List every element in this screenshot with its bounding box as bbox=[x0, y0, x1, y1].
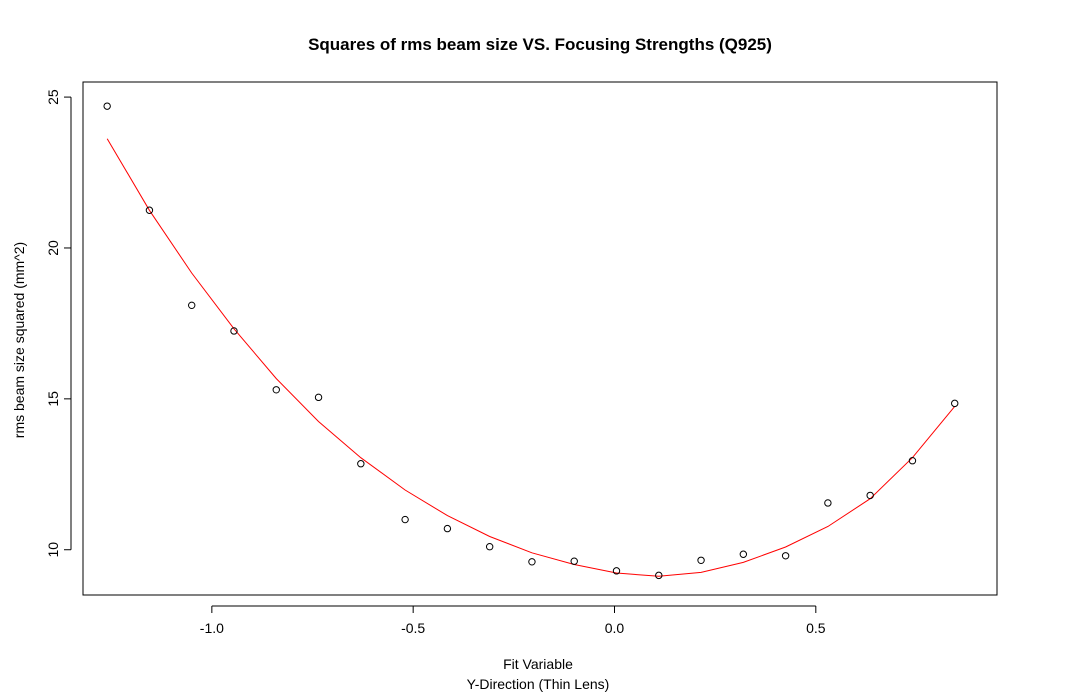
y-axis-label: rms beam size squared (mm^2) bbox=[11, 242, 27, 438]
data-point bbox=[314, 393, 323, 402]
data-point bbox=[401, 515, 409, 524]
x-axis-label: Fit Variable bbox=[503, 656, 573, 672]
data-point bbox=[655, 571, 663, 580]
data-point bbox=[908, 457, 917, 465]
y-axis: 10 15 20 25 bbox=[45, 89, 72, 558]
data-point bbox=[443, 524, 452, 533]
x-axis: -1.0 -0.5 0.0 0.5 bbox=[200, 605, 826, 636]
data-point bbox=[145, 206, 154, 214]
data-point bbox=[272, 386, 280, 394]
data-point bbox=[697, 556, 705, 564]
x-tick-label: -1.0 bbox=[200, 620, 224, 636]
x-tick-label: 0.0 bbox=[605, 620, 625, 636]
x-tick-label: 0.5 bbox=[806, 620, 826, 636]
data-point bbox=[739, 550, 748, 558]
data-point bbox=[357, 460, 365, 468]
data-point bbox=[230, 327, 238, 335]
data-point bbox=[951, 399, 959, 408]
plot-frame bbox=[82, 81, 998, 596]
data-point bbox=[612, 567, 621, 575]
x-axis-sublabel: Y-Direction (Thin Lens) bbox=[467, 676, 610, 692]
data-point bbox=[570, 557, 578, 565]
data-point bbox=[528, 558, 536, 566]
y-tick-label: 15 bbox=[45, 391, 61, 407]
x-tick-label: -0.5 bbox=[401, 620, 425, 636]
chart-title: Squares of rms beam size VS. Focusing St… bbox=[308, 35, 772, 54]
data-point bbox=[188, 301, 196, 310]
data-point bbox=[103, 102, 111, 110]
y-tick-label: 10 bbox=[45, 542, 61, 558]
data-point bbox=[824, 499, 832, 507]
fit-curve-line bbox=[106, 138, 956, 577]
y-tick-label: 25 bbox=[45, 89, 61, 105]
series-layer bbox=[103, 102, 959, 580]
data-point bbox=[866, 491, 874, 500]
data-point bbox=[485, 543, 494, 551]
y-tick-label: 20 bbox=[45, 240, 61, 256]
data-point bbox=[781, 552, 790, 560]
